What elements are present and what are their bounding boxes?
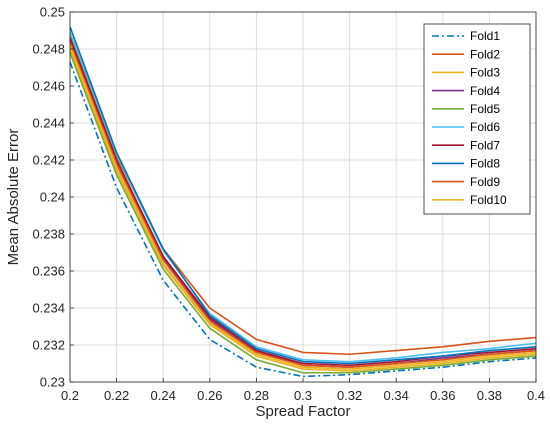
- x-tick-label: 0.22: [104, 388, 129, 403]
- x-tick-label: 0.3: [294, 388, 312, 403]
- legend-label: Fold2: [470, 47, 500, 61]
- x-tick-label: 0.4: [527, 388, 545, 403]
- series-line-fold5: [69, 52, 537, 374]
- y-tick-label: 0.232: [32, 338, 65, 353]
- y-tick-label: 0.242: [32, 153, 65, 168]
- series-lines: [69, 26, 537, 378]
- y-tick-label: 0.25: [40, 5, 65, 20]
- series-line-fold3: [69, 48, 537, 372]
- x-tick-label: 0.34: [384, 388, 409, 403]
- y-tick-label: 0.23: [40, 375, 65, 390]
- y-axis-ticks: 0.23 0.232 0.234 0.236 0.238 0.24 0.242 0.244 0.…: [32, 5, 74, 390]
- x-tick-label: 0.26: [197, 388, 222, 403]
- series-line-fold8: [69, 26, 537, 365]
- x-tick-label: 0.2: [61, 388, 79, 403]
- legend-label: Fold10: [470, 193, 507, 207]
- x-tick-label: 0.28: [244, 388, 269, 403]
- legend-label: Fold1: [470, 29, 500, 43]
- y-tick-label: 0.234: [32, 301, 65, 316]
- y-tick-label: 0.238: [32, 227, 65, 242]
- x-tick-label: 0.38: [477, 388, 502, 403]
- legend-label: Fold8: [470, 157, 500, 171]
- legend-label: Fold4: [470, 84, 500, 98]
- x-tick-label: 0.36: [430, 388, 455, 403]
- legend-label: Fold6: [470, 120, 500, 134]
- x-tick-label: 0.24: [151, 388, 176, 403]
- y-tick-label: 0.248: [32, 42, 65, 57]
- legend-label: Fold9: [470, 175, 500, 189]
- y-tick-label: 0.246: [32, 79, 65, 94]
- legend: Fold1 Fold2 Fold3 Fold4 Fold5 Fold6 Fold7 Fold8…: [423, 23, 531, 215]
- x-tick-label: 0.32: [337, 388, 362, 403]
- y-tick-label: 0.24: [40, 190, 65, 205]
- legend-label: Fold3: [470, 66, 500, 80]
- legend-label: Fold5: [470, 102, 500, 116]
- y-tick-label: 0.244: [32, 116, 65, 131]
- series-line-fold10: [69, 45, 537, 370]
- x-axis-title: Spread Factor: [255, 403, 350, 420]
- y-tick-label: 0.236: [32, 264, 65, 279]
- legend-label: Fold7: [470, 138, 500, 152]
- y-axis-title: Mean Absolute Error: [5, 129, 22, 266]
- series-line-fold6: [69, 32, 537, 363]
- series-line-fold9: [69, 41, 537, 369]
- x-axis-ticks: 0.2 0.22 0.24 0.26 0.28 0.3 0.32 0.34 0.36 0.38 0.…: [61, 378, 545, 403]
- series-line-fold1: [69, 61, 537, 378]
